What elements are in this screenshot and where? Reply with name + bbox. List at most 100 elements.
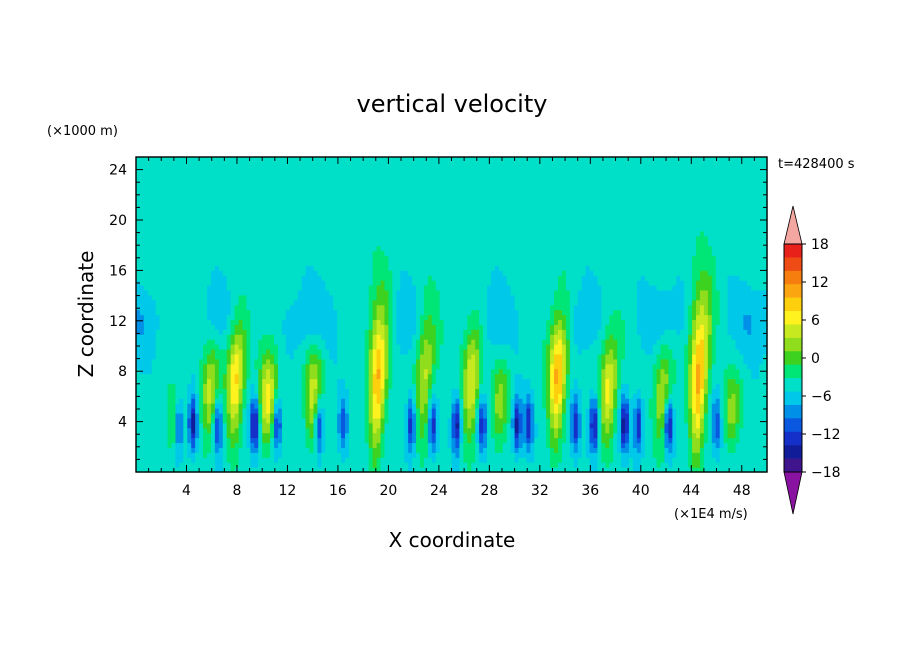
heatmap-cell	[329, 393, 334, 399]
heatmap-cell	[601, 457, 606, 463]
heatmap-cell	[388, 368, 393, 375]
heatmap-cell	[206, 373, 212, 380]
heatmap-cell	[348, 437, 354, 444]
heatmap-cell	[486, 344, 492, 350]
heatmap-cell	[490, 339, 496, 345]
heatmap-cell	[522, 319, 528, 325]
heatmap-cell	[206, 353, 212, 360]
heatmap-cell	[605, 334, 610, 340]
heatmap-cell	[755, 447, 760, 453]
heatmap-cell	[479, 442, 484, 448]
heatmap-cell	[356, 334, 362, 340]
heatmap-cell	[388, 334, 393, 340]
heatmap-cell	[660, 452, 666, 458]
heatmap-cell	[475, 442, 480, 448]
heatmap-cell	[692, 462, 697, 468]
heatmap-cell	[297, 462, 303, 468]
heatmap-cell	[617, 368, 622, 375]
heatmap-cell	[419, 373, 425, 380]
heatmap-cell	[183, 368, 188, 375]
heatmap-cell	[644, 452, 650, 458]
heatmap-cell	[585, 358, 591, 365]
heatmap-cell	[210, 422, 216, 429]
heatmap-cell	[526, 398, 531, 404]
heatmap-cell	[534, 324, 539, 330]
heatmap-cell	[593, 383, 599, 389]
heatmap-cell	[325, 398, 330, 404]
heatmap-cell	[621, 412, 626, 419]
heatmap-cell	[502, 427, 508, 434]
heatmap-cell	[471, 348, 476, 355]
heatmap-cell	[518, 373, 524, 380]
heatmap-cell	[352, 329, 358, 335]
heatmap-cell	[301, 378, 307, 384]
heatmap-cell	[703, 358, 709, 365]
heatmap-cell	[376, 398, 382, 404]
heatmap-cell	[688, 417, 693, 424]
heatmap-cell	[632, 467, 638, 473]
heatmap-cell	[490, 452, 496, 458]
heatmap-cell	[171, 462, 177, 468]
heatmap-cell	[321, 417, 326, 424]
heatmap-cell	[660, 358, 666, 365]
heatmap-cell	[699, 358, 705, 365]
heatmap-cell	[317, 363, 322, 370]
heatmap-cell	[199, 412, 204, 419]
heatmap-cell	[218, 422, 224, 429]
heatmap-cell	[297, 339, 303, 345]
heatmap-cell	[416, 457, 421, 463]
heatmap-cell	[167, 447, 173, 453]
heatmap-cell	[546, 373, 551, 380]
heatmap-cell	[486, 432, 492, 439]
heatmap-cell	[250, 437, 255, 444]
heatmap-cell	[345, 403, 350, 409]
heatmap-cell	[274, 457, 279, 463]
heatmap-cell	[234, 442, 240, 448]
heatmap-cell	[447, 329, 453, 335]
heatmap-cell	[289, 388, 295, 394]
heatmap-cell	[613, 422, 618, 429]
heatmap-cell	[506, 427, 512, 434]
heatmap-cell	[136, 353, 141, 360]
heatmap-cell	[203, 388, 208, 394]
heatmap-cell	[139, 319, 145, 325]
heatmap-cell	[711, 417, 717, 424]
heatmap-cell	[621, 432, 626, 439]
heatmap-cell	[656, 368, 662, 375]
heatmap-cell	[139, 398, 145, 404]
heatmap-cell	[557, 427, 563, 434]
heatmap-cell	[435, 353, 441, 360]
heatmap-cell	[191, 442, 196, 448]
heatmap-cell	[581, 324, 587, 330]
heatmap-cell	[301, 373, 307, 380]
heatmap-cell	[191, 452, 196, 458]
heatmap-cell	[459, 462, 464, 468]
heatmap-cell	[179, 432, 184, 439]
heatmap-cell	[577, 417, 583, 424]
heatmap-cell	[660, 398, 666, 404]
heatmap-cell	[494, 334, 500, 340]
heatmap-cell	[333, 412, 338, 419]
heatmap-cell	[384, 353, 389, 360]
heatmap-cell	[569, 467, 575, 473]
heatmap-cell	[360, 437, 366, 444]
heatmap-cell	[451, 368, 457, 375]
heatmap-cell	[175, 432, 180, 439]
heatmap-cell	[404, 398, 409, 404]
heatmap-cell	[502, 353, 508, 360]
heatmap-cell	[348, 319, 354, 325]
heatmap-cell	[479, 427, 484, 434]
heatmap-cell	[751, 437, 756, 444]
heatmap-cell	[345, 334, 350, 340]
heatmap-cell	[660, 363, 666, 370]
heatmap-cell	[660, 378, 666, 384]
heatmap-cell	[696, 368, 701, 375]
heatmap-cell	[423, 348, 429, 355]
heatmap-cell	[467, 324, 472, 330]
heatmap-cell	[226, 324, 232, 330]
heatmap-cell	[435, 348, 441, 355]
heatmap-cell	[372, 447, 378, 453]
heatmap-cell	[380, 442, 386, 448]
heatmap-cell	[199, 314, 204, 321]
heatmap-cell	[360, 358, 366, 365]
